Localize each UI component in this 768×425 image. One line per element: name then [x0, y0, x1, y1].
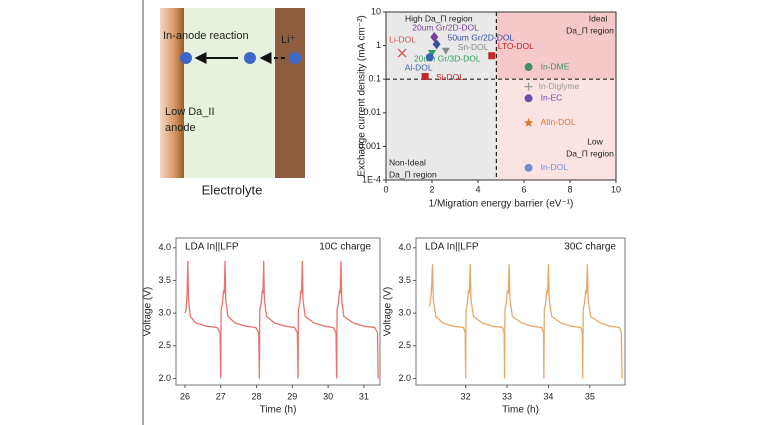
- y-tick-label: 3.5: [158, 275, 171, 285]
- x-tick-label: 26: [180, 391, 190, 401]
- x-tick-label: 30: [323, 391, 333, 401]
- y-axis-label: Voltage (V): [383, 287, 394, 336]
- point-label: 20um Gr/3D-DOL: [414, 53, 481, 63]
- x-tick-label: 0: [383, 184, 388, 194]
- ion-label: Li⁺: [281, 34, 296, 46]
- point-label: LTO-DOL: [498, 41, 534, 51]
- y-tick-label: 1E-4: [362, 174, 381, 184]
- point: [524, 63, 533, 72]
- plot-frame: [175, 237, 381, 386]
- schematic: In-anode reaction Li⁺ Low Da_II anode El…: [160, 8, 305, 197]
- plot-frame: [385, 11, 617, 181]
- x-tick-label: 6: [521, 184, 526, 194]
- point: [524, 94, 533, 103]
- y-tick-label: 0.1: [368, 74, 381, 84]
- annotation: LDA In||LFP: [425, 242, 479, 253]
- y-tick-label: 0.001: [358, 141, 381, 151]
- line: [429, 264, 623, 379]
- region: [386, 12, 497, 180]
- anode-label: anode: [165, 122, 196, 134]
- x-tick-label: 29: [287, 391, 297, 401]
- point-label: In-DME: [541, 61, 570, 71]
- region-label: High Da_Π region: [405, 13, 473, 23]
- region: [496, 12, 616, 80]
- point: [441, 47, 450, 55]
- y-tick-label: 3.5: [398, 275, 411, 285]
- point: [425, 53, 434, 62]
- y-tick-label: 0.01: [363, 107, 381, 117]
- point-label: AlIn-DOL: [541, 117, 576, 127]
- x-tick-label: 31: [359, 391, 369, 401]
- y-tick-label: 3.0: [158, 308, 171, 318]
- point-label: In-EC: [541, 93, 563, 103]
- point: [432, 39, 441, 50]
- reaction-label: In-anode reaction: [163, 30, 249, 42]
- point: [523, 117, 534, 127]
- point: [524, 82, 533, 91]
- point-label: Si-DOL: [436, 72, 464, 82]
- electrolyte-region: [180, 8, 276, 178]
- x-tick-label: 8: [567, 184, 572, 194]
- x-tick-label: 33: [502, 391, 512, 401]
- point: [524, 163, 533, 172]
- electrolyte-label: Electrolyte: [202, 182, 263, 197]
- region-label: Da_Π region: [389, 169, 437, 179]
- region-label: Low: [587, 136, 603, 146]
- anode-label: Low Da_II: [165, 106, 215, 118]
- line: [184, 260, 379, 379]
- y-tick-label: 3.0: [398, 308, 411, 318]
- x-tick-label: 35: [585, 391, 595, 401]
- point: [430, 32, 439, 43]
- ion-dot: [244, 52, 256, 64]
- point: [428, 50, 436, 58]
- point: [421, 73, 429, 81]
- x-tick-label: 4: [475, 184, 480, 194]
- y-tick-label: 2.5: [158, 340, 171, 350]
- x-tick-label: 34: [543, 391, 553, 401]
- point-label: 20um Gr/2D-DOL: [412, 22, 479, 32]
- point: [397, 48, 407, 58]
- region-label: Non-Ideal: [389, 157, 426, 167]
- y-tick-label: 2.0: [158, 373, 171, 383]
- y-axis-label: Exchange current density (mA cm⁻²): [357, 15, 368, 176]
- y-tick-label: 1: [376, 40, 381, 50]
- point-label: Li-DOL: [389, 34, 416, 44]
- region-label: Ideal: [589, 13, 608, 23]
- annotation: 10C charge: [319, 242, 371, 253]
- cathode-bar: [275, 8, 305, 178]
- ion-dot: [180, 52, 192, 64]
- point-label: In-Diglyme: [539, 81, 580, 91]
- point-label: 50um Gr/2D-DOL: [448, 32, 515, 42]
- y-tick-label: 4.0: [398, 242, 411, 252]
- annotation: 30C charge: [564, 242, 616, 253]
- region-label: Da_Π region: [566, 25, 614, 35]
- x-axis-label: 1/Migration energy barrier (eV⁻¹): [429, 199, 574, 210]
- anode-bar: [160, 8, 184, 178]
- x-tick-label: 10: [611, 184, 621, 194]
- plot-frame: [415, 237, 626, 386]
- annotation: LDA In||LFP: [185, 242, 239, 253]
- ion-dot: [289, 52, 301, 64]
- x-tick-label: 2: [429, 184, 434, 194]
- x-tick-label: 28: [252, 391, 262, 401]
- y-tick-label: 2.0: [398, 373, 411, 383]
- y-tick-label: 4.0: [158, 242, 171, 252]
- y-tick-label: 10: [371, 6, 381, 16]
- x-axis-label: Time (h): [260, 405, 297, 416]
- y-axis-label: Voltage (V): [143, 287, 154, 336]
- point: [488, 52, 496, 60]
- x-tick-label: 27: [216, 391, 226, 401]
- x-tick-label: 32: [461, 391, 471, 401]
- point-label: Al-DOL: [405, 63, 433, 73]
- point-label: In-DOL: [541, 162, 569, 172]
- y-tick-label: 2.5: [398, 340, 411, 350]
- point-label: Sn-DOL: [458, 42, 489, 52]
- x-axis-label: Time (h): [502, 405, 539, 416]
- region-label: Da_Π region: [566, 148, 614, 158]
